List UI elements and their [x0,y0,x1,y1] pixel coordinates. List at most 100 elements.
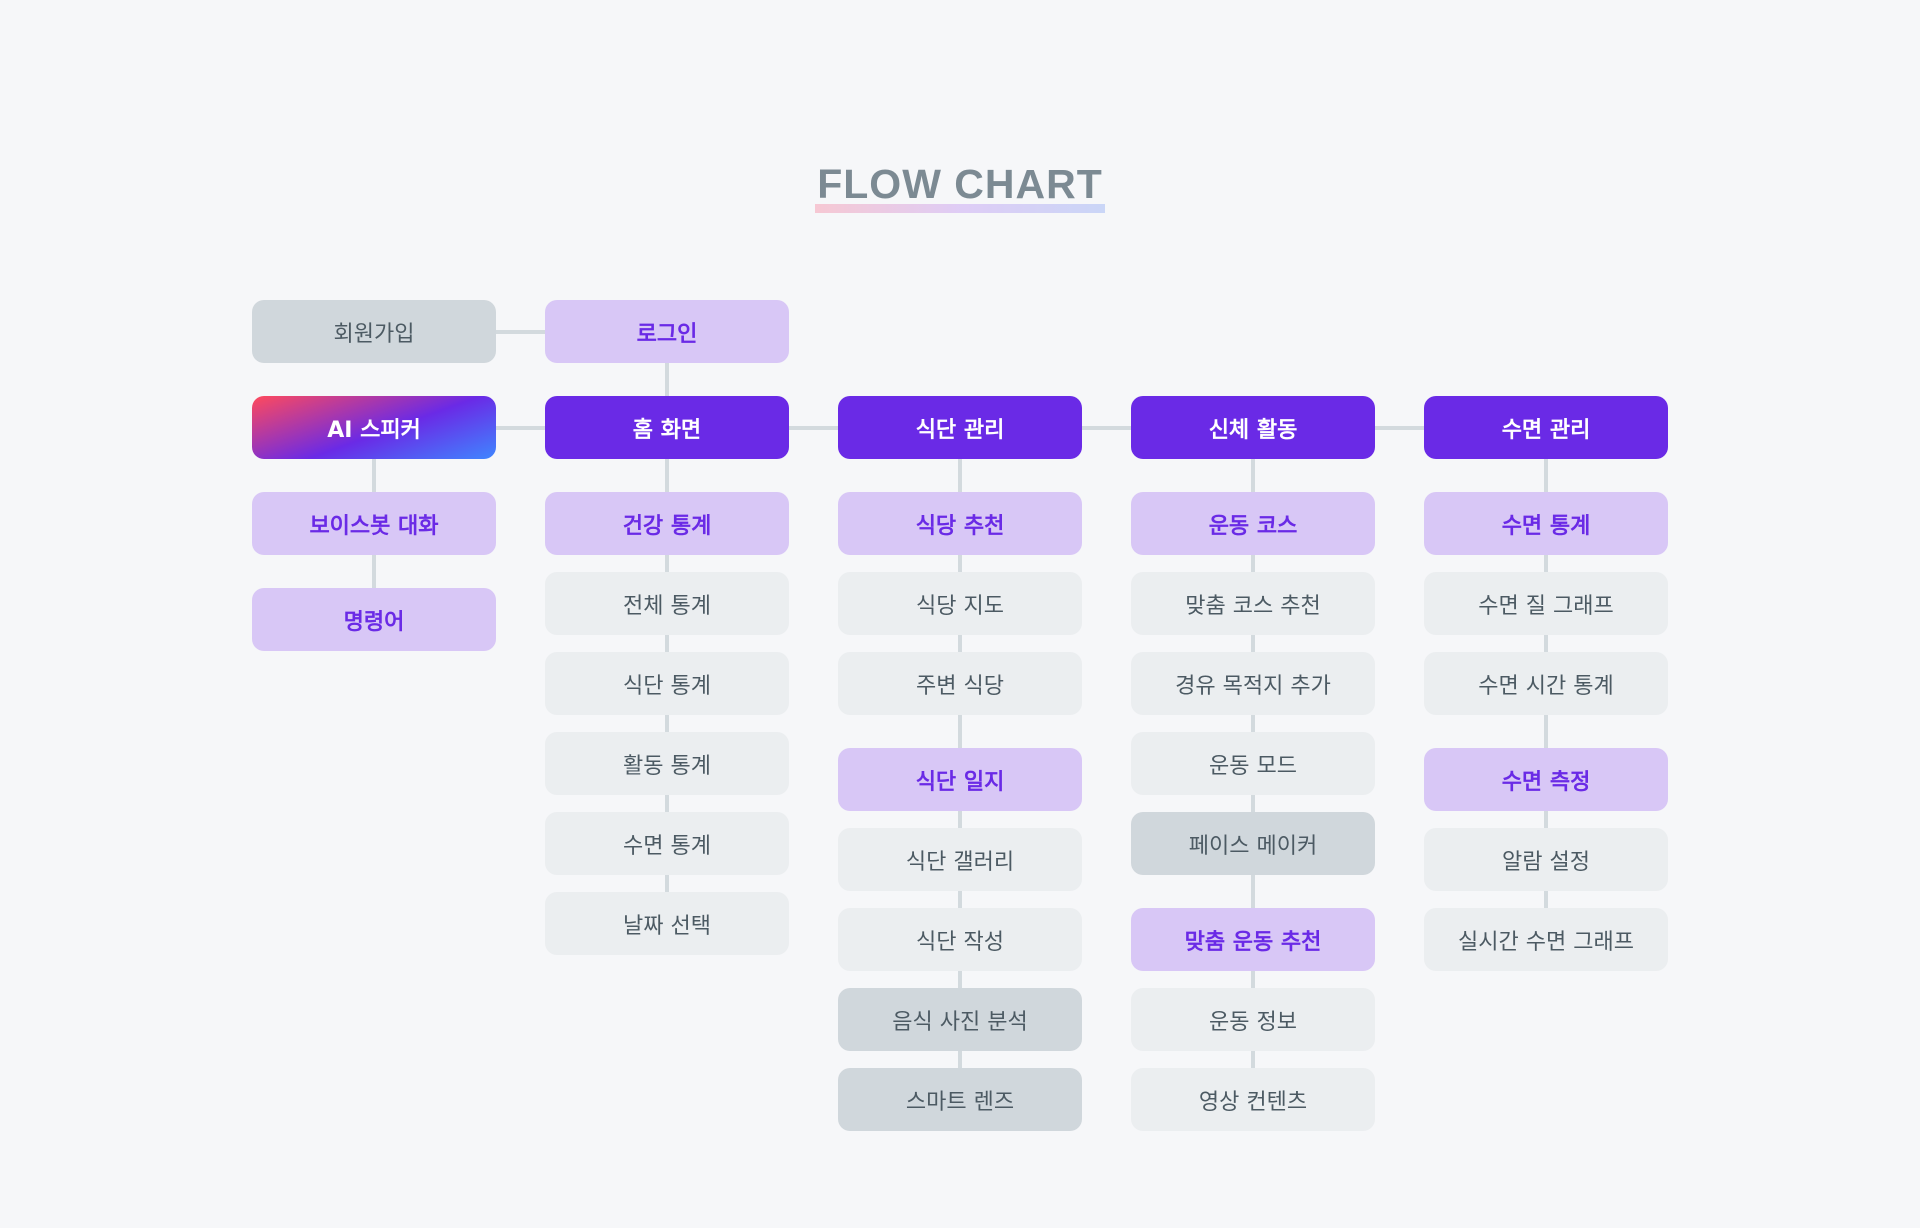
node-home: 홈 화면 [545,396,789,459]
node-realtime-graph: 실시간 수면 그래프 [1424,908,1668,971]
node-label: 운동 정보 [1209,1009,1297,1035]
node-label: 명령어 [343,609,405,635]
chart-title: FLOW CHART [815,161,1105,213]
connector-sleep-stats-sleep-quality [1544,523,1548,604]
connector-diet-body [960,425,1253,430]
connector-nearby-diet-log [958,683,962,780]
connector-pacemaker-custom-workout [1251,843,1255,940]
node-label: 회원가입 [333,321,415,347]
node-total-stats: 전체 통계 [545,572,789,635]
node-label: 수면 질 그래프 [1478,593,1614,619]
connector-signup-login [374,329,667,334]
node-custom-workout: 맞춤 운동 추천 [1131,908,1375,971]
connector-activity-stats-sleep-stats-home [665,763,669,844]
node-label: 식단 작성 [916,929,1004,955]
node-label: 식당 추천 [915,513,1005,539]
connector-alarm-realtime-graph [1544,859,1548,940]
node-label: 주변 식당 [916,673,1004,699]
node-label: 수면 측정 [1501,769,1591,795]
node-label: 홈 화면 [632,417,702,443]
node-sleep-quality: 수면 질 그래프 [1424,572,1668,635]
node-label: 수면 시간 통계 [1478,673,1614,699]
title-wrap: FLOW CHART [0,161,1920,213]
node-workout-info: 운동 정보 [1131,988,1375,1051]
node-label: 보이스봇 대화 [309,513,439,539]
node-workout-course: 운동 코스 [1131,492,1375,555]
chart-title-text: FLOW CHART [817,161,1103,207]
connector-sleep-measure-alarm [1544,779,1548,860]
node-label: 운동 코스 [1208,513,1298,539]
node-diet: 식단 관리 [838,396,1082,459]
node-date-select: 날짜 선택 [545,892,789,955]
node-label: 식단 통계 [623,673,711,699]
connector-sleep-quality-sleep-time [1544,603,1548,684]
node-commands: 명령어 [252,588,496,651]
connector-custom-course-waypoint [1251,603,1255,684]
connector-diet-log-diet-gallery [958,779,962,860]
node-sleep: 수면 관리 [1424,396,1668,459]
node-video: 영상 컨텐츠 [1131,1068,1375,1131]
connector-workout-info-video [1251,1019,1255,1100]
node-label: 식단 갤러리 [905,849,1015,875]
node-label: 신체 활동 [1208,417,1298,443]
node-voicebot: 보이스봇 대화 [252,492,496,555]
connector-food-photo-smart-lens [958,1019,962,1100]
node-label: 수면 관리 [1501,417,1591,443]
node-smart-lens: 스마트 렌즈 [838,1068,1082,1131]
connector-restaurant-map-nearby [958,603,962,684]
node-workout-mode: 운동 모드 [1131,732,1375,795]
node-label: 알람 설정 [1502,849,1590,875]
node-label: 음식 사진 분석 [892,1009,1028,1035]
node-pacemaker: 페이스 메이커 [1131,812,1375,875]
connector-diet-gallery-diet-write [958,859,962,940]
node-label: 수면 통계 [1501,513,1591,539]
node-food-photo: 음식 사진 분석 [838,988,1082,1051]
connector-total-stats-diet-stats [665,603,669,684]
node-ai-speaker: AI 스피커 [252,396,496,459]
node-sleep-stats-home: 수면 통계 [545,812,789,875]
connector-workout-mode-pacemaker [1251,763,1255,844]
connector-body-sleep [1253,425,1546,430]
connector-body-workout-course [1251,427,1255,524]
node-label: 운동 모드 [1209,753,1297,779]
connector-home-diet [667,425,960,430]
node-label: 영상 컨텐츠 [1198,1089,1308,1115]
node-custom-course: 맞춤 코스 추천 [1131,572,1375,635]
node-label: 전체 통계 [623,593,711,619]
connector-diet-restaurant-rec [958,427,962,524]
connector-login-home [665,331,669,428]
node-label: 로그인 [636,321,698,347]
connector-workout-course-custom-course [1251,523,1255,604]
node-diet-write: 식단 작성 [838,908,1082,971]
node-sleep-measure: 수면 측정 [1424,748,1668,811]
node-label: 실시간 수면 그래프 [1458,929,1634,955]
node-diet-stats: 식단 통계 [545,652,789,715]
node-label: AI 스피커 [327,417,421,443]
node-label: 맞춤 코스 추천 [1185,593,1321,619]
connector-diet-stats-activity-stats [665,683,669,764]
connector-sleep-sleep-stats [1544,427,1548,524]
connector-voicebot-commands [372,523,376,620]
connector-waypoint-workout-mode [1251,683,1255,764]
node-diet-log: 식단 일지 [838,748,1082,811]
node-diet-gallery: 식단 갤러리 [838,828,1082,891]
node-label: 맞춤 운동 추천 [1184,929,1322,955]
node-label: 수면 통계 [623,833,711,859]
node-sleep-time: 수면 시간 통계 [1424,652,1668,715]
connector-health-stats-total-stats [665,523,669,604]
connector-ai-speaker-home [374,425,667,430]
node-label: 식당 지도 [916,593,1004,619]
node-nearby: 주변 식당 [838,652,1082,715]
node-signup: 회원가입 [252,300,496,363]
node-label: 날짜 선택 [623,913,711,939]
node-activity-stats: 활동 통계 [545,732,789,795]
connector-sleep-time-sleep-measure [1544,683,1548,780]
node-health-stats: 건강 통계 [545,492,789,555]
node-label: 경유 목적지 추가 [1175,673,1331,699]
node-restaurant-map: 식당 지도 [838,572,1082,635]
node-body: 신체 활동 [1131,396,1375,459]
connector-sleep-stats-home-date-select [665,843,669,924]
connector-ai-speaker-voicebot [372,427,376,524]
node-restaurant-rec: 식당 추천 [838,492,1082,555]
